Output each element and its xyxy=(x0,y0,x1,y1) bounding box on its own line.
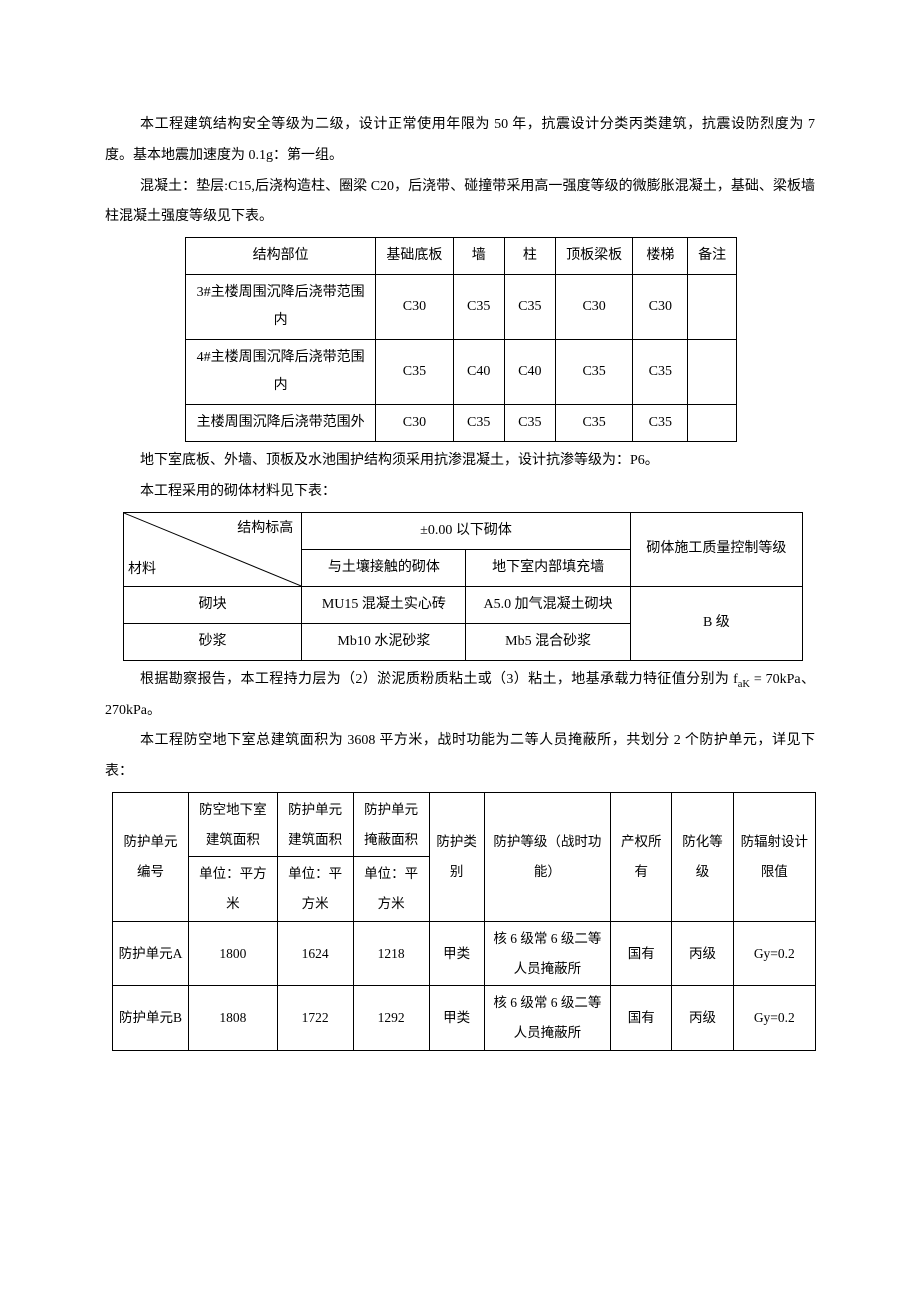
th-column: 柱 xyxy=(504,238,555,275)
cell: 丙级 xyxy=(672,921,733,985)
unit-label: 单位：平方米 xyxy=(277,857,353,921)
protection-unit-table: 防护单元编号 防空地下室建筑面积 防护单元建筑面积 防护单元掩蔽面积 防护类别 … xyxy=(112,792,816,1051)
para-masonry: 本工程采用的砌体材料见下表： xyxy=(105,477,815,508)
th-remark: 备注 xyxy=(688,238,737,275)
cell: C30 xyxy=(376,275,454,340)
cell: B 级 xyxy=(630,586,802,660)
cell: C35 xyxy=(376,340,454,405)
cell: C35 xyxy=(555,340,633,405)
cell: MU15 混凝土实心砖 xyxy=(302,586,466,623)
cell: Gy=0.2 xyxy=(733,986,815,1050)
cell: C40 xyxy=(504,340,555,405)
para-waterproof: 地下室底板、外墙、顶板及水池围护结构须采用抗渗混凝土，设计抗渗等级为：P6。 xyxy=(105,446,815,477)
cell: 砂浆 xyxy=(124,623,302,660)
cell: 1800 xyxy=(189,921,278,985)
th-wall: 墙 xyxy=(453,238,504,275)
table-row: 防护单元A 1800 1624 1218 甲类 核 6 级常 6 级二等人员掩蔽… xyxy=(113,921,816,985)
cell: 国有 xyxy=(611,986,672,1050)
th-below-zero: ±0.00 以下砌体 xyxy=(302,512,630,549)
masonry-material-table: 结构标高 材料 ±0.00 以下砌体 砌体施工质量控制等级 与土壤接触的砌体 地… xyxy=(123,512,803,661)
th-basement-area: 防空地下室建筑面积 xyxy=(189,793,278,857)
diag-label-bottom: 材料 xyxy=(128,556,156,584)
cell: 1722 xyxy=(277,986,353,1050)
table-header-row: 防护单元编号 防空地下室建筑面积 防护单元建筑面积 防护单元掩蔽面积 防护类别 … xyxy=(113,793,816,857)
cell xyxy=(688,405,737,442)
unit-label: 单位：平方米 xyxy=(353,857,429,921)
cell: C35 xyxy=(504,275,555,340)
cell: 3#主楼周围沉降后浇带范围内 xyxy=(186,275,376,340)
para-safety-grade: 本工程建筑结构安全等级为二级，设计正常使用年限为 50 年，抗震设计分类丙类建筑… xyxy=(105,110,815,172)
cell: C40 xyxy=(453,340,504,405)
para-concrete: 混凝土：垫层:C15,后浇构造柱、圈梁 C20，后浇带、碰撞带采用高一强度等级的… xyxy=(105,172,815,234)
cell: 丙级 xyxy=(672,986,733,1050)
th-unit-area: 防护单元建筑面积 xyxy=(277,793,353,857)
th-ownership: 产权所有 xyxy=(611,793,672,922)
cell: C35 xyxy=(453,405,504,442)
cell: 1218 xyxy=(353,921,429,985)
para-survey: 根据勘察报告，本工程持力层为（2）淤泥质粉质粘土或（3）粘土，地基承载力特征值分… xyxy=(105,665,815,727)
cell: 1624 xyxy=(277,921,353,985)
table-header-row: 结构部位 基础底板 墙 柱 顶板梁板 楼梯 备注 xyxy=(186,238,737,275)
table-row: 防护单元B 1808 1722 1292 甲类 核 6 级常 6 级二等人员掩蔽… xyxy=(113,986,816,1050)
th-shelter-area: 防护单元掩蔽面积 xyxy=(353,793,429,857)
cell: 国有 xyxy=(611,921,672,985)
diagonal-header: 结构标高 材料 xyxy=(124,512,302,586)
cell: C35 xyxy=(555,405,633,442)
cell: 防护单元B xyxy=(113,986,189,1050)
cell: C30 xyxy=(376,405,454,442)
cell: C30 xyxy=(633,275,688,340)
subscript: aK xyxy=(738,679,750,690)
cell: 防护单元A xyxy=(113,921,189,985)
table-row: 主楼周围沉降后浇带范围外 C30 C35 C35 C35 C35 xyxy=(186,405,737,442)
th-quality-control: 砌体施工质量控制等级 xyxy=(630,512,802,586)
cell: Mb10 水泥砂浆 xyxy=(302,623,466,660)
cell xyxy=(688,275,737,340)
cell: Mb5 混合砂浆 xyxy=(466,623,630,660)
cell: C30 xyxy=(555,275,633,340)
unit-label: 单位：平方米 xyxy=(189,857,278,921)
cell: 1292 xyxy=(353,986,429,1050)
th-radiation: 防辐射设计限值 xyxy=(733,793,815,922)
th-basement-fill: 地下室内部填充墙 xyxy=(466,549,630,586)
cell: C35 xyxy=(633,340,688,405)
cell: C35 xyxy=(453,275,504,340)
th-soil-contact: 与土壤接触的砌体 xyxy=(302,549,466,586)
cell: 甲类 xyxy=(429,986,484,1050)
th-stairs: 楼梯 xyxy=(633,238,688,275)
th-category: 防护类别 xyxy=(429,793,484,922)
cell: 1808 xyxy=(189,986,278,1050)
concrete-strength-table: 结构部位 基础底板 墙 柱 顶板梁板 楼梯 备注 3#主楼周围沉降后浇带范围内 … xyxy=(185,237,737,442)
table-row: 砌块 MU15 混凝土实心砖 A5.0 加气混凝土砌块 B 级 xyxy=(124,586,803,623)
table-row: 3#主楼周围沉降后浇带范围内 C30 C35 C35 C30 C30 xyxy=(186,275,737,340)
diag-label-top: 结构标高 xyxy=(237,515,293,543)
th-unit-no: 防护单元编号 xyxy=(113,793,189,922)
th-grade: 防护等级（战时功能） xyxy=(484,793,611,922)
th-top-beam: 顶板梁板 xyxy=(555,238,633,275)
cell: 4#主楼周围沉降后浇带范围内 xyxy=(186,340,376,405)
th-base-slab: 基础底板 xyxy=(376,238,454,275)
cell: C35 xyxy=(504,405,555,442)
para-air-defense: 本工程防空地下室总建筑面积为 3608 平方米，战时功能为二等人员掩蔽所，共划分… xyxy=(105,726,815,788)
cell: A5.0 加气混凝土砌块 xyxy=(466,586,630,623)
cell: 甲类 xyxy=(429,921,484,985)
cell xyxy=(688,340,737,405)
cell: 主楼周围沉降后浇带范围外 xyxy=(186,405,376,442)
cell: 砌块 xyxy=(124,586,302,623)
cell: 核 6 级常 6 级二等人员掩蔽所 xyxy=(484,986,611,1050)
th-chem-grade: 防化等级 xyxy=(672,793,733,922)
table-header-row: 结构标高 材料 ±0.00 以下砌体 砌体施工质量控制等级 xyxy=(124,512,803,549)
cell: C35 xyxy=(633,405,688,442)
table-row: 4#主楼周围沉降后浇带范围内 C35 C40 C40 C35 C35 xyxy=(186,340,737,405)
cell: 核 6 级常 6 级二等人员掩蔽所 xyxy=(484,921,611,985)
th-structure-part: 结构部位 xyxy=(186,238,376,275)
cell: Gy=0.2 xyxy=(733,921,815,985)
